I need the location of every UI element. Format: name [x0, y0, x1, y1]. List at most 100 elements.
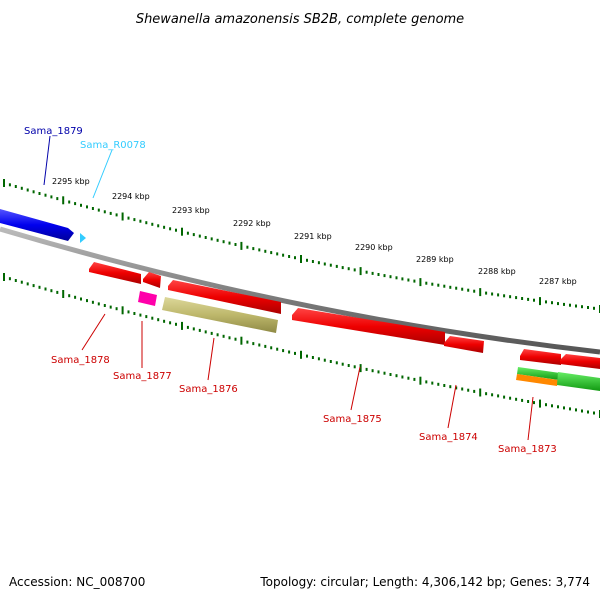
outer-minor-tick: [163, 225, 166, 229]
inner-major-tick: [300, 350, 302, 359]
outer-minor-tick: [497, 293, 500, 297]
feature-green-1[interactable]: [517, 367, 560, 380]
inner-minor-tick: [401, 375, 404, 379]
inner-minor-tick: [276, 347, 279, 351]
inner-minor-tick: [44, 287, 47, 291]
inner-minor-tick: [311, 356, 314, 359]
gene-labels: Sama_1879 Sama_R0078 Sama_1878 Sama_1877…: [24, 126, 557, 455]
inner-major-tick: [240, 336, 243, 345]
outer-minor-tick: [311, 260, 314, 263]
feature-olive[interactable]: [162, 297, 278, 333]
gene-sama-1875[interactable]: [292, 308, 445, 345]
inner-minor-tick: [527, 400, 530, 403]
gene-sama-1878[interactable]: [89, 262, 141, 284]
outer-minor-tick: [575, 304, 577, 308]
inner-minor-tick: [115, 307, 118, 311]
inner-minor-tick: [294, 351, 296, 355]
inner-minor-tick: [97, 302, 100, 306]
outer-minor-tick: [192, 233, 195, 237]
forward-features: [0, 209, 86, 243]
outer-minor-tick: [127, 216, 130, 220]
gene-next-reverse[interactable]: [560, 354, 600, 369]
outer-minor-tick: [270, 251, 273, 255]
outer-minor-tick: [109, 211, 112, 215]
outer-minor-tick: [533, 298, 535, 302]
feature-orange[interactable]: [516, 374, 558, 386]
outer-minor-tick: [347, 267, 350, 271]
outer-minor-tick: [455, 286, 458, 290]
inner-minor-tick: [14, 279, 17, 282]
outer-major-tick: [539, 297, 541, 306]
inner-minor-tick: [521, 398, 524, 402]
gene-sama-r0078[interactable]: [80, 233, 86, 243]
accession-text: Accession: NC_008700: [9, 575, 145, 589]
outer-minor-tick: [443, 284, 446, 288]
outer-minor-tick: [329, 263, 332, 267]
outer-minor-tick: [294, 256, 296, 260]
outer-minor-tick: [74, 202, 77, 206]
outer-minor-tick: [32, 190, 35, 194]
inner-minor-tick: [383, 371, 386, 375]
inner-minor-tick: [473, 389, 476, 393]
outer-minor-tick: [139, 219, 142, 223]
inner-minor-tick: [557, 405, 559, 409]
inner-minor-tick: [371, 369, 374, 373]
inner-minor-tick: [575, 408, 577, 412]
outer-minor-tick: [431, 282, 434, 286]
outer-minor-tick: [317, 261, 320, 265]
label-sama-1877[interactable]: Sama_1877: [113, 371, 172, 382]
outer-minor-tick: [371, 271, 374, 275]
inner-minor-tick: [365, 367, 368, 371]
kbp-label-2289: 2289 kbp: [416, 255, 454, 264]
inner-minor-tick: [192, 327, 195, 331]
inner-minor-tick: [109, 305, 112, 309]
outer-minor-tick: [175, 228, 177, 232]
outer-minor-tick: [198, 234, 201, 238]
outer-minor-tick: [395, 276, 398, 280]
inner-minor-tick: [175, 322, 177, 326]
tick-row-outer: [3, 179, 600, 313]
outer-minor-tick: [521, 297, 524, 300]
inner-minor-tick: [145, 315, 148, 319]
label-sama-1878[interactable]: Sama_1878: [51, 355, 110, 366]
label-sama-1874[interactable]: Sama_1874: [419, 432, 478, 443]
outer-major-tick: [359, 267, 362, 276]
outer-major-tick: [419, 278, 422, 287]
label-sama-1876[interactable]: Sama_1876: [179, 384, 238, 395]
label-sama-1879[interactable]: Sama_1879: [24, 126, 83, 137]
leader-sama-r0078: [92, 149, 113, 199]
inner-minor-tick: [515, 397, 518, 401]
outer-minor-tick: [97, 208, 100, 212]
outer-minor-tick: [449, 285, 452, 289]
gene-sama-1874[interactable]: [444, 336, 484, 353]
label-sama-1875[interactable]: Sama_1875: [323, 414, 382, 425]
feature-green-2[interactable]: [557, 372, 600, 391]
inner-minor-tick: [169, 321, 172, 325]
outer-minor-tick: [38, 192, 41, 195]
outer-major-tick: [300, 255, 302, 263]
label-sama-1873[interactable]: Sama_1873: [498, 444, 557, 455]
outer-minor-tick: [563, 302, 565, 306]
inner-minor-tick: [443, 384, 446, 387]
inner-minor-tick: [157, 318, 160, 322]
inner-minor-tick: [437, 382, 440, 386]
gene-sama-1877[interactable]: [143, 272, 161, 288]
outer-minor-tick: [86, 205, 88, 209]
inner-minor-tick: [270, 346, 273, 350]
gene-sama-1879[interactable]: [0, 209, 74, 241]
kbp-label-2287: 2287 kbp: [539, 277, 577, 286]
feature-pink[interactable]: [138, 291, 157, 306]
outer-minor-tick: [527, 297, 530, 301]
leader-sama-1876: [207, 337, 215, 381]
outer-minor-tick: [485, 291, 488, 295]
gene-sama-1873[interactable]: [520, 349, 561, 365]
gene-sama-1876[interactable]: [168, 280, 281, 314]
outer-minor-tick: [145, 221, 148, 225]
inner-minor-tick: [407, 376, 410, 380]
inner-minor-tick: [389, 373, 392, 376]
kbp-label-2290: 2290 kbp: [355, 243, 393, 252]
label-sama-r0078[interactable]: Sama_R0078: [80, 140, 146, 151]
outer-minor-tick: [26, 188, 29, 192]
outer-minor-tick: [210, 237, 213, 241]
outer-minor-tick: [551, 301, 553, 305]
